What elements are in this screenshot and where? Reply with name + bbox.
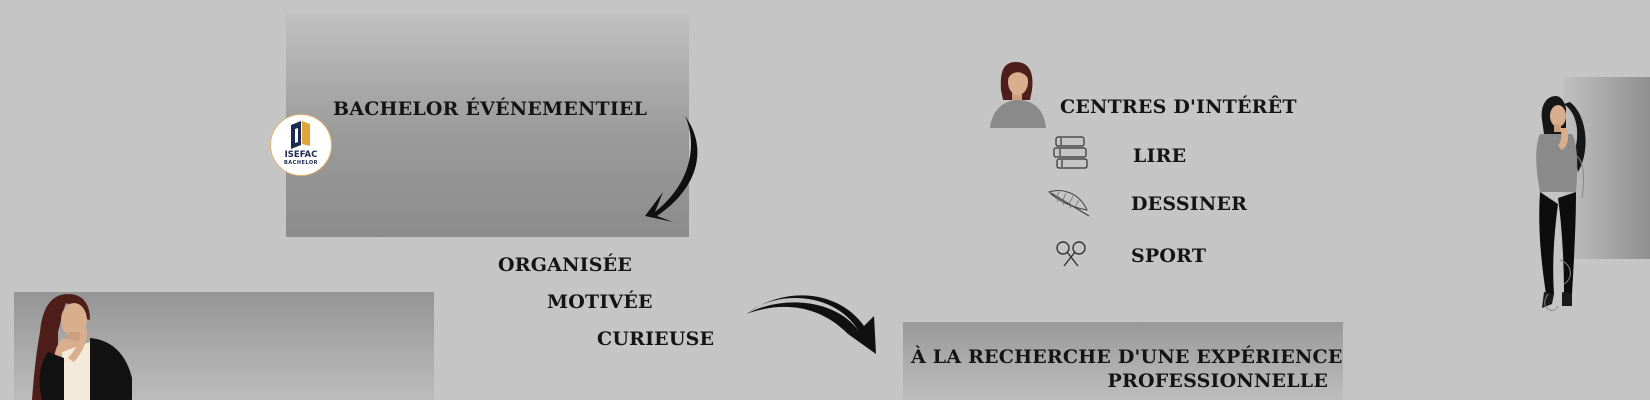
interests-heading: CENTRES D'INTÉRÊT — [1060, 96, 1297, 118]
objective-panel — [903, 322, 1343, 400]
curved-arrow-down-icon — [645, 116, 698, 222]
logo-name: ISEFAC — [284, 150, 318, 160]
objective-line-1: À LA RECHERCHE D'UNE EXPÉRIENCE — [911, 346, 1343, 368]
books-icon — [1053, 136, 1088, 169]
interest-sport: SPORT — [1131, 245, 1207, 267]
woman-avatar-icon — [990, 62, 1046, 128]
curved-arrow-right-icon — [746, 295, 876, 354]
quality-curieuse: CURIEUSE — [597, 328, 715, 350]
rackets-icon — [1056, 241, 1086, 267]
logo-sub: BACHELOR — [283, 160, 319, 166]
woman-illustration-left — [32, 294, 132, 400]
education-panel — [286, 14, 689, 237]
woman-illustration-right — [1536, 96, 1586, 311]
objective-line-2: PROFESSIONNELLE — [1107, 370, 1328, 392]
isefac-logo: ISEFAC BACHELOR — [270, 114, 332, 176]
interest-lire: LIRE — [1133, 145, 1187, 167]
degree-title: BACHELOR ÉVÉNEMENTIEL — [333, 98, 648, 120]
quality-organisee: ORGANISÉE — [498, 254, 633, 276]
quality-motivee: MOTIVÉE — [547, 291, 653, 313]
feather-icon — [1048, 190, 1090, 217]
interest-dessiner: DESSINER — [1131, 193, 1248, 215]
